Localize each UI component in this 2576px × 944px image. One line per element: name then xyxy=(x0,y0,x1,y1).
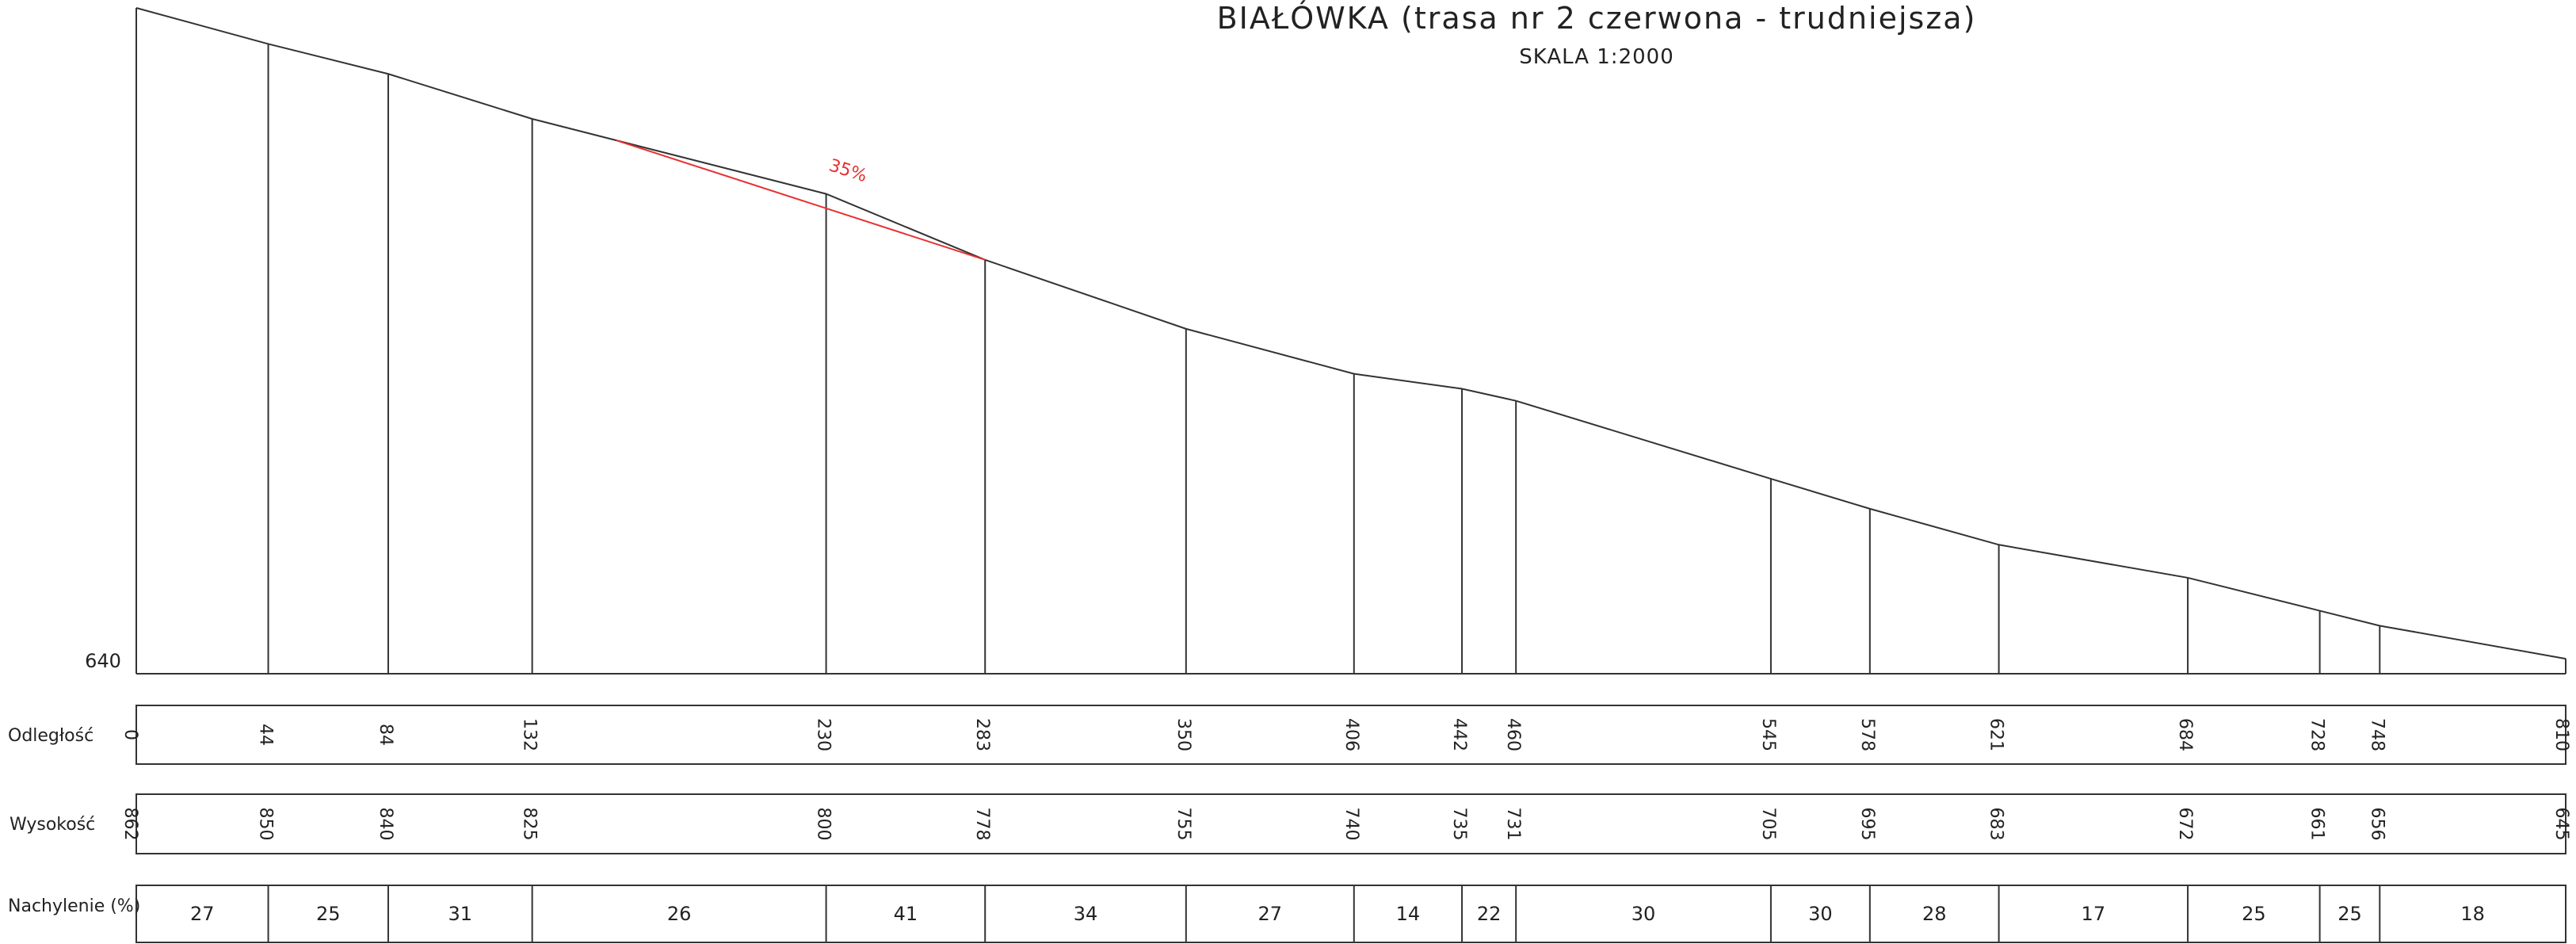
slope-value: 26 xyxy=(667,903,692,925)
elevation-value: 731 xyxy=(1503,808,1523,841)
elevation-value: 735 xyxy=(1449,808,1469,841)
distance-row-label: Odległość xyxy=(8,726,93,746)
dist-row-box xyxy=(135,705,2566,765)
slope-value: 25 xyxy=(2242,903,2266,925)
elevation-value: 656 xyxy=(2367,808,2387,841)
data-table: Odległość Wysokość Nachylenie (%) 0 862 44… xyxy=(8,705,2571,943)
scale-label: SKALA 1:2000 xyxy=(1519,45,1674,69)
slope-value: 17 xyxy=(2082,903,2106,925)
elevation-value: 840 xyxy=(376,808,395,841)
distance-value: 460 xyxy=(1503,718,1523,751)
annotation-layer: 35% xyxy=(616,139,986,261)
slope-value: 25 xyxy=(316,903,341,925)
distance-value: 230 xyxy=(814,718,834,751)
slope-value: 25 xyxy=(2337,903,2362,925)
profile-layer xyxy=(135,7,2566,675)
distance-value: 442 xyxy=(1449,718,1469,751)
elevation-value: 740 xyxy=(1341,808,1361,841)
elevation-value: 778 xyxy=(972,808,992,841)
distance-value: 728 xyxy=(2307,718,2327,751)
distance-value: 350 xyxy=(1174,718,1193,751)
elevation-value: 755 xyxy=(1174,808,1193,841)
elevation-value: 705 xyxy=(1758,808,1778,841)
distance-value: 283 xyxy=(972,718,992,751)
distance-value: 748 xyxy=(2367,718,2387,751)
slope-value: 27 xyxy=(1258,903,1283,925)
elevation-value: 683 xyxy=(1986,808,2006,841)
slope-value: 27 xyxy=(190,903,215,925)
slope-value: 34 xyxy=(1074,903,1098,925)
elevation-value: 850 xyxy=(256,808,276,841)
distance-value: 132 xyxy=(520,718,540,751)
elevation-value: 825 xyxy=(520,808,540,841)
distance-value: 684 xyxy=(2175,718,2195,751)
diagram-title: BIAŁÓWKA (trasa nr 2 czerwona - trudniej… xyxy=(1217,1,1977,36)
elevation-value: 695 xyxy=(1857,808,1877,841)
slope-value: 22 xyxy=(1477,903,1502,925)
slope-annotation-line xyxy=(616,139,986,261)
elevation-value: 800 xyxy=(814,808,834,841)
slope-value: 30 xyxy=(1631,903,1656,925)
base-elevation-label: 640 xyxy=(85,650,121,672)
elevation-row-label: Wysokość xyxy=(10,815,95,835)
slope-annotation-label: 35% xyxy=(826,155,869,186)
distance-value: 810 xyxy=(2551,718,2571,751)
slope-value: 31 xyxy=(448,903,473,925)
elevation-value: 645 xyxy=(2551,808,2571,841)
distance-value: 44 xyxy=(256,724,276,746)
elev-row-box xyxy=(135,793,2566,854)
slope-value: 41 xyxy=(894,903,918,925)
slope-value: 18 xyxy=(2460,903,2485,925)
slope-row-box xyxy=(135,885,2566,943)
distance-value: 545 xyxy=(1758,718,1778,751)
distance-value: 0 xyxy=(120,729,140,740)
distance-value: 84 xyxy=(376,724,395,746)
slope-value: 30 xyxy=(1808,903,1833,925)
distance-value: 621 xyxy=(1986,718,2006,751)
distance-value: 578 xyxy=(1857,718,1877,751)
slope-row-label: Nachylenie (%) xyxy=(8,896,140,916)
elevation-value: 862 xyxy=(120,808,140,841)
distance-value: 406 xyxy=(1341,718,1361,751)
elevation-value: 661 xyxy=(2307,808,2327,841)
slope-value: 14 xyxy=(1396,903,1421,925)
terrain-profile-line xyxy=(135,7,2566,660)
elevation-value: 672 xyxy=(2175,808,2195,841)
slope-value: 28 xyxy=(1922,903,1947,925)
